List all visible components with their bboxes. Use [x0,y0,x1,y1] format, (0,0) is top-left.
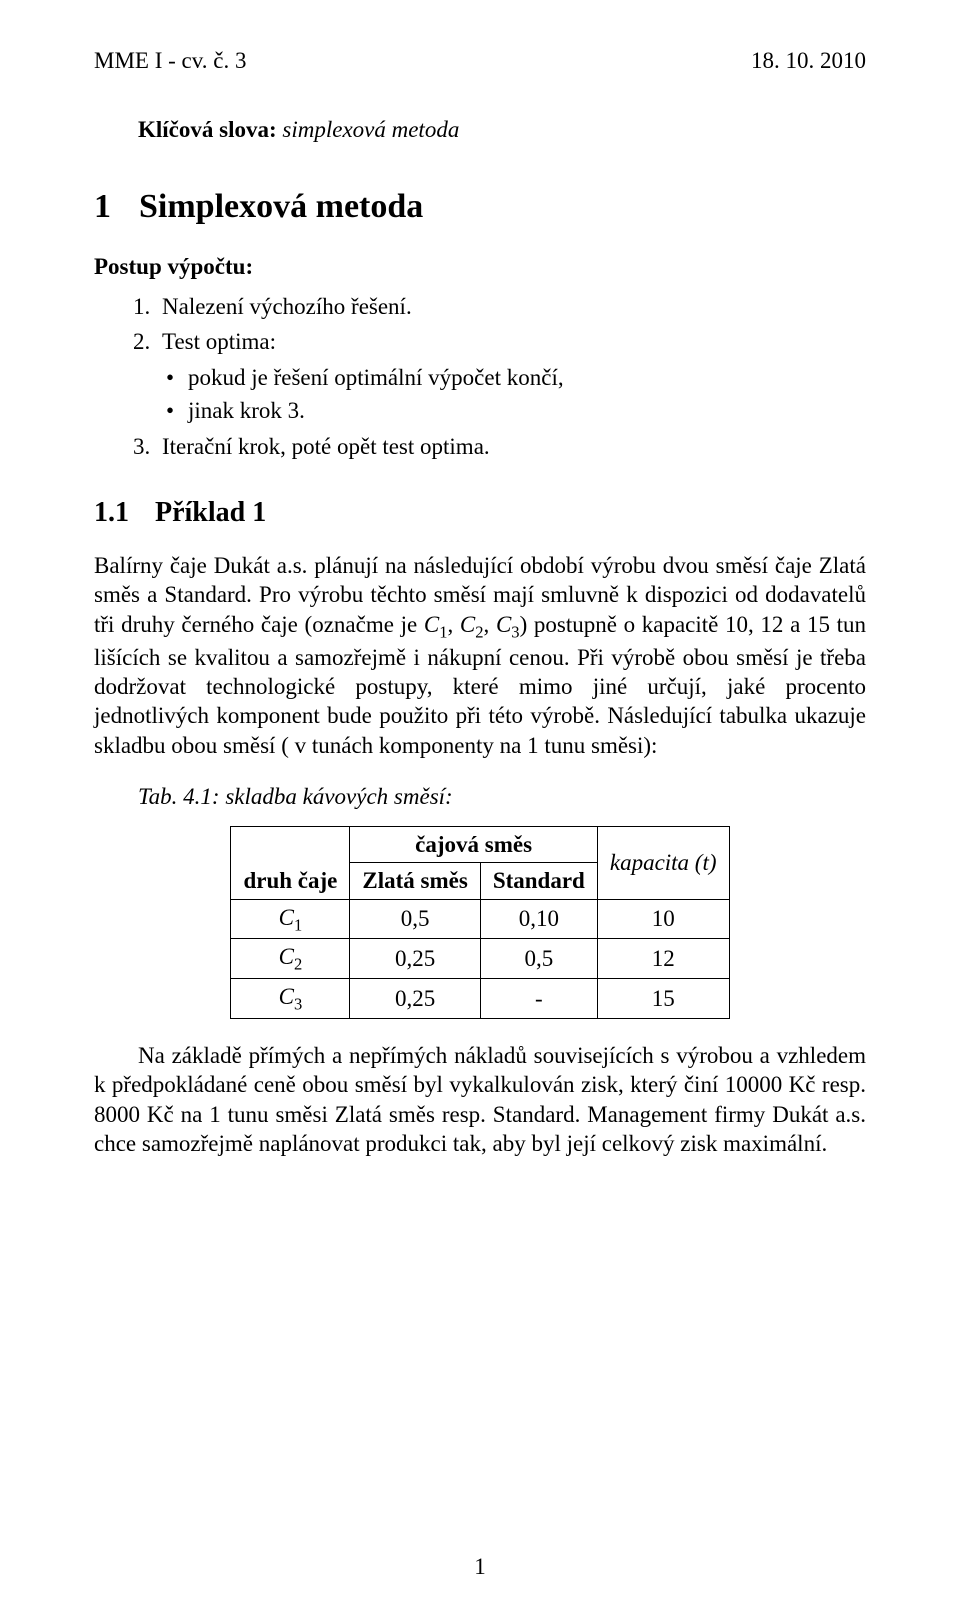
th-cajova-smes: čajová směs [350,826,597,862]
section-title: Simplexová metoda [139,188,423,225]
cell-c1-kap: 10 [597,899,729,939]
table-row: C1 0,5 0,10 10 [231,899,729,939]
cell-c2-kap: 12 [597,939,729,979]
after-table-paragraph: Na základě přímých a nepřímých nákladů s… [94,1041,866,1159]
header-left: MME I - cv. č. 3 [94,46,246,75]
cell-c2-standard: 0,5 [480,939,597,979]
subsection-number: 1.1 [94,495,129,531]
cell-c3-standard: - [480,979,597,1019]
math-c1: C1 [424,612,448,637]
cell-c3-zlata: 0,25 [350,979,480,1019]
page: MME I - cv. č. 3 18. 10. 2010 Klíčová sl… [0,0,960,1617]
th-standard: Standard [480,863,597,899]
page-number: 1 [0,1552,960,1581]
math-c3: C3 [496,612,520,637]
procedure-list: Nalezení výchozího řešení. Test optima: … [94,292,866,461]
cell-c1-standard: 0,10 [480,899,597,939]
th-kapacita: kapacita (t) [597,826,729,899]
cell-c1-zlata: 0,5 [350,899,480,939]
example-paragraph-1: Balírny čaje Dukát a.s. plánují na násle… [94,551,866,760]
cell-label-c2: C2 [231,939,350,979]
procedure-item-1: Nalezení výchozího řešení. [156,292,866,321]
table-wrap: druh čaje čajová směs kapacita (t) Zlatá… [94,826,866,1019]
section-heading: 1 Simplexová metoda [94,185,866,229]
table-caption: Tab. 4.1: skladba kávových směsí: [138,782,866,811]
section-number: 1 [94,185,111,229]
procedure-item-2-text: Test optima: [162,329,276,354]
subsection-title: Příklad 1 [155,497,266,528]
procedure-label: Postup výpočtu: [94,252,866,281]
header-right: 18. 10. 2010 [751,46,866,75]
running-header: MME I - cv. č. 3 18. 10. 2010 [94,46,866,75]
th-druh-caje: druh čaje [231,826,350,899]
table-row: C2 0,25 0,5 12 [231,939,729,979]
procedure-item-3: Iterační krok, poté opět test optima. [156,432,866,461]
sep23: , [484,612,496,637]
procedure-sublist: pokud je řešení optimální výpočet končí,… [162,363,866,426]
table-row: C3 0,25 - 15 [231,979,729,1019]
subsection-heading: 1.1 Příklad 1 [94,495,866,531]
keywords-line: Klíčová slova: simplexová metoda [138,115,866,144]
table-header-row-1: druh čaje čajová směs kapacita (t) [231,826,729,862]
th-zlata: Zlatá směs [350,863,480,899]
sep12: , [447,612,459,637]
cell-label-c3: C3 [231,979,350,1019]
composition-table: druh čaje čajová směs kapacita (t) Zlatá… [230,826,729,1019]
math-c2: C2 [460,612,484,637]
cell-label-c1: C1 [231,899,350,939]
procedure-sub-1: pokud je řešení optimální výpočet končí, [188,363,866,392]
cell-c2-zlata: 0,25 [350,939,480,979]
keywords-value: simplexová metoda [282,117,459,142]
cell-c3-kap: 15 [597,979,729,1019]
procedure-item-2: Test optima: pokud je řešení optimální v… [156,327,866,425]
procedure-sub-2: jinak krok 3. [188,396,866,425]
keywords-label: Klíčová slova: [138,117,277,142]
